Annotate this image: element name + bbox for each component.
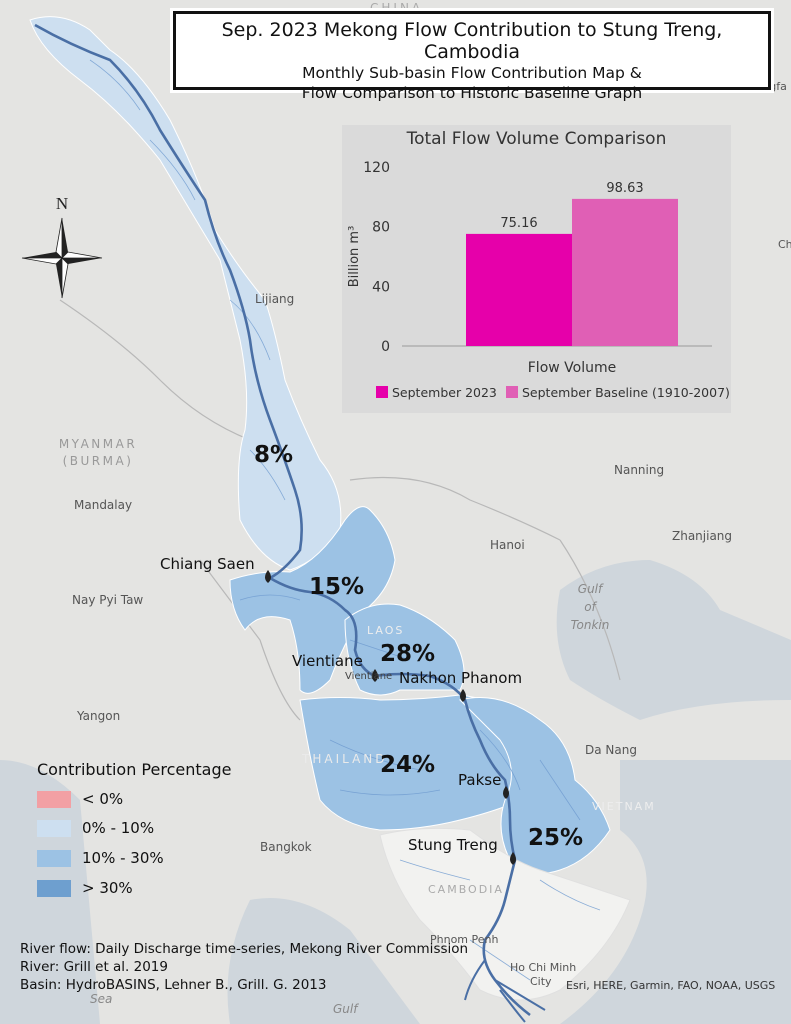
compass-north-label: N (56, 194, 68, 213)
legend-label: > 30% (82, 879, 133, 897)
y-tick-label: 0 (381, 339, 390, 355)
x-axis-label: Flow Volume (528, 360, 616, 376)
chart-legend: September 2023 September Baseline (1910-2… (376, 385, 730, 400)
bar-1 (572, 198, 678, 346)
map-subtitle-1: Monthly Sub-basin Flow Contribution Map … (302, 64, 642, 82)
map-title: Sep. 2023 Mekong Flow Contribution to St… (221, 19, 723, 63)
chart-bars: 75.16 98.63 (466, 181, 678, 346)
pct-upper: 8% (254, 442, 293, 468)
label-gulf-bottom: Gulf (333, 1002, 359, 1016)
label-vientiane-small: Vientiane (345, 671, 392, 682)
legend-swatch (37, 820, 71, 837)
credit-line-1: River flow: Daily Discharge time-series,… (20, 941, 469, 957)
label-ch: Ch (778, 238, 791, 251)
data-credits: River flow: Daily Discharge time-series,… (20, 940, 468, 994)
chiang-saen-marker (265, 570, 271, 583)
y-tick-label: 80 (372, 220, 390, 236)
flow-chart-panel: Total Flow Volume Comparison 0 40 80 120 Bil… (342, 125, 731, 413)
label-hanoi: Hanoi (490, 538, 525, 552)
legend-swatch (37, 880, 71, 897)
station-label-stung-treng: Stung Treng (408, 836, 498, 854)
map-subtitle-2: Flow Comparison to Historic Baseline Gra… (301, 84, 643, 102)
vientiane-marker (372, 669, 378, 682)
map-title-box: Sep. 2023 Mekong Flow Contribution to St… (173, 11, 771, 102)
country-borders (59, 299, 621, 721)
pct-vientiane-nakhon: 28% (380, 641, 435, 667)
label-tonkin: Tonkin (571, 618, 610, 632)
label-gulf: Gulf (578, 582, 604, 596)
label-sea: Sea (90, 992, 112, 1006)
lower-basin-delta (379, 827, 631, 1001)
bar-data-label: 75.16 (500, 216, 537, 231)
chart-title: Total Flow Volume Comparison (406, 129, 667, 149)
label-city: City (530, 975, 552, 988)
basemap-attribution: Esri, HERE, Garmin, FAO, NOAA, USGS (566, 979, 776, 992)
label-vietnam: VIETNAM (592, 800, 656, 813)
y-tick-label: 40 (372, 279, 390, 295)
legend-swatch-0 (376, 386, 388, 398)
legend-label: 10% - 30% (82, 849, 164, 867)
pct-nakhon-pakse: 24% (380, 752, 435, 778)
legend-entry-1: September Baseline (1910-2007) (522, 385, 730, 400)
legend-label: < 0% (82, 790, 124, 808)
label-cambodia: CAMBODIA (428, 883, 504, 896)
credit-line-2: River: Grill et al. 2019 (20, 959, 168, 975)
legend-label: 0% - 10% (82, 819, 155, 837)
bar-data-label: 98.63 (606, 181, 643, 196)
credit-line-3: Basin: HydroBASINS, Lehner B., Grill. G.… (20, 977, 327, 993)
basemap-labels: CHINA Xiangfa Ch MYANMAR (BURMA) Mandala… (59, 1, 791, 1016)
flow-chart: 0 40 80 120 Billion m³ Flow Volume 75.16 98.63… (347, 160, 730, 400)
south-china-sea-water (560, 760, 791, 1024)
label-laos: LAOS (367, 624, 404, 637)
label-nanning: Nanning (614, 463, 664, 477)
pct-chiang-saen-vientiane: 15% (309, 574, 364, 600)
compass-rose-icon (21, 217, 103, 299)
label-mandalay: Mandalay (74, 498, 132, 512)
y-axis-label: Billion m³ (347, 226, 362, 288)
stung-treng-marker (510, 852, 516, 865)
label-bangkok: Bangkok (260, 840, 312, 854)
label-of: of (584, 600, 597, 614)
pct-pakse-stung-treng: 25% (528, 825, 583, 851)
station-label-chiang-saen: Chiang Saen (160, 555, 255, 573)
subbasin-pakse-stung-treng (459, 697, 611, 874)
bar-0 (466, 233, 572, 346)
label-da-nang: Da Nang (585, 743, 637, 757)
tributaries (89, 59, 601, 981)
station-label-vientiane: Vientiane (292, 652, 363, 670)
legend-swatch (37, 791, 71, 808)
station-labels: Chiang Saen Vientiane Nakhon Phanom Paks… (160, 555, 522, 854)
percentage-labels: 8% 15% 28% 24% 25% (254, 442, 583, 851)
legend-swatch-1 (506, 386, 518, 398)
delta-branches (464, 959, 546, 1023)
label-zhanjiang: Zhanjiang (672, 529, 732, 543)
label-myanmar: MYANMAR (59, 437, 137, 451)
legend-title: Contribution Percentage (37, 760, 232, 779)
legend-entry-0: September 2023 (392, 385, 497, 400)
legend-swatch (37, 850, 71, 867)
label-yangon: Yangon (76, 709, 120, 723)
label-lijiang: Lijiang (255, 292, 294, 306)
label-phnom-penh: Phnom Penh (430, 933, 498, 946)
label-thailand: THAILAND (301, 752, 388, 766)
pakse-marker (503, 786, 509, 799)
station-label-pakse: Pakse (458, 771, 501, 789)
gulf-of-thailand-water (227, 898, 420, 1024)
nakhon-phanom-marker (460, 689, 466, 702)
y-tick-label: 120 (363, 160, 390, 176)
label-nay-pyi-taw: Nay Pyi Taw (72, 593, 143, 607)
station-label-nakhon-phanom: Nakhon Phanom (399, 669, 522, 687)
label-ho-chi-minh: Ho Chi Minh (510, 961, 576, 974)
station-markers (265, 570, 516, 865)
label-burma: (BURMA) (63, 454, 134, 468)
gulf-of-tonkin-water (556, 560, 791, 720)
